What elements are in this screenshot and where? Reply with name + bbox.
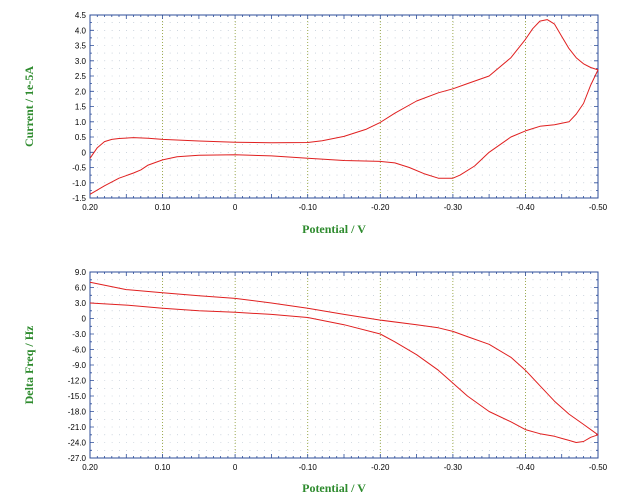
plot-2-series-1 (89, 281, 599, 436)
plot-1-x-tick-label: -0.30 (444, 203, 463, 212)
plot-1-y-tick-label: -0.5 (72, 164, 86, 173)
plot-2-y-tick-label: -12.0 (68, 377, 87, 386)
plot-1-x-tick-label: -0.40 (516, 203, 535, 212)
plot-1-y-tick-label: 3.0 (75, 57, 87, 66)
plot-1-x-tick-label: -0.20 (371, 203, 390, 212)
plot-1-y-tick-label: 2.0 (75, 87, 87, 96)
plot-1-x-tick-label: 0.20 (82, 203, 98, 212)
plot-1-series-1 (89, 19, 599, 159)
plot-1-y-tick-label: -1.5 (72, 194, 86, 203)
plot-2-x-tick-label: -0.40 (516, 463, 535, 472)
plot-1-dot-grid (97, 22, 592, 191)
plot-2-x-tick-label: -0.30 (444, 463, 463, 472)
plot-2-x-tick-label: 0.10 (155, 463, 171, 472)
plot-2-x-tick-label: -0.20 (371, 463, 390, 472)
plot-2-y-tick-label: 0 (82, 315, 87, 324)
plot-2-y-tick-label: 9.0 (75, 268, 87, 277)
plot-1-y-tick-label: 1.0 (75, 118, 87, 127)
plot-2-y-tick-label: -3.0 (72, 330, 86, 339)
plot-1-x-tick-label: -0.10 (299, 203, 318, 212)
plot-2-y-axis-label: Delta Freq / Hz (22, 325, 36, 404)
plot-1-y-tick-label: 4.0 (75, 26, 87, 35)
plot-1-x-tick-label: 0 (233, 203, 238, 212)
plot-2-y-tick-label: 6.0 (75, 284, 87, 293)
plot-2-y-tick-label: -9.0 (72, 361, 86, 370)
plot-1-y-axis-label: Current / 1e-5A (22, 66, 36, 147)
plot-2-x-tick-label: 0.20 (82, 463, 98, 472)
plot-1-y-tick-label: -1.0 (72, 179, 86, 188)
plot-2-y-tick-label: -27.0 (68, 454, 87, 463)
plot-1-y-tick-label: 1.5 (75, 103, 87, 112)
plot-1-y-tick-label: 4.5 (75, 11, 87, 20)
plot-1-x-tick-label: -0.50 (589, 203, 608, 212)
plot-1-y-tick-label: 3.5 (75, 42, 87, 51)
plot-1-y-tick-label: 2.5 (75, 72, 87, 81)
plot-2-ticks (89, 271, 599, 459)
plot-2-series-2 (89, 302, 599, 443)
plot-2-y-tick-label: -18.0 (68, 408, 87, 417)
plot-1-x-axis-label: Potential / V (302, 222, 366, 236)
plot-2-x-tick-label: 0 (233, 463, 238, 472)
plot-2-y-tick-label: -6.0 (72, 346, 86, 355)
plot-2-y-tick-label: 3.0 (75, 299, 87, 308)
plot-2-dot-grid (97, 279, 592, 451)
plot-2-x-tick-label: -0.50 (589, 463, 608, 472)
plot-1-ticks (89, 14, 599, 199)
plot-2-y-tick-label: -15.0 (68, 392, 87, 401)
plot-1-y-tick-label: 0.5 (75, 133, 87, 142)
plot-1-x-tick-label: 0.10 (155, 203, 171, 212)
plot-2-y-tick-label: -24.0 (68, 439, 87, 448)
plot-2-x-tick-label: -0.10 (299, 463, 318, 472)
plot-1-series-2 (89, 69, 599, 195)
plot-2-y-tick-label: -21.0 (68, 423, 87, 432)
plot-2-x-axis-label: Potential / V (302, 481, 366, 495)
plot-1-y-tick-label: 0 (82, 148, 87, 157)
